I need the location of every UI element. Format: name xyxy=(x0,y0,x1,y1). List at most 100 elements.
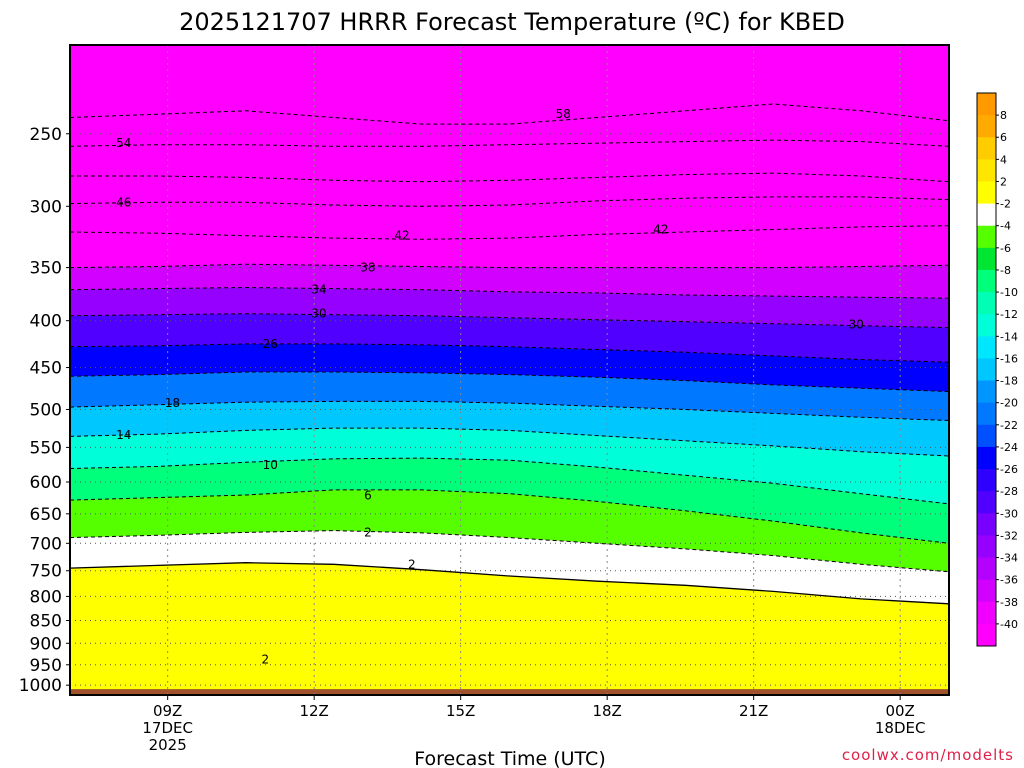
y-tick-label: 900 xyxy=(30,634,62,654)
colorbar-swatch xyxy=(977,203,996,227)
x-tick-label: 12Z xyxy=(299,702,328,720)
colorbar-label: -14 xyxy=(1000,330,1018,343)
colorbar-swatch xyxy=(977,115,996,138)
isotherm-contours: 58 54 46 42 42 38 34 30 30 26 18 14 10 6 2 2 2 xyxy=(70,103,949,667)
contour-label: 14 xyxy=(116,428,131,442)
colorbar-swatch xyxy=(977,336,996,359)
colorbar-label: -4 xyxy=(1000,220,1011,233)
contour-label: 46 xyxy=(116,195,131,209)
x-tick-label: 18Z xyxy=(592,702,621,720)
y-tick-label: 650 xyxy=(30,505,62,525)
colorbar-label: -20 xyxy=(1000,397,1018,410)
colorbar: 8 6 4 2 -2 -4 -6 -8 -10 -12 -14 -16 -18 -20 -22 -24 -26 -… xyxy=(976,92,1018,647)
contour-label: 2 xyxy=(364,525,372,539)
colorbar-swatch xyxy=(977,579,996,603)
colorbar-swatch xyxy=(977,314,996,337)
colorbar-swatch xyxy=(977,513,996,536)
colorbar-label: -8 xyxy=(1000,264,1011,277)
chart-title: 2025121707 HRRR Forecast Temperature (ºC… xyxy=(179,8,845,36)
temp-band-m26 xyxy=(70,313,949,363)
contour-label: 54 xyxy=(116,136,131,150)
colorbar-swatch xyxy=(977,557,996,581)
colorbar-label: -6 xyxy=(1000,242,1011,255)
colorbar-label: -12 xyxy=(1000,308,1018,321)
x-tick-label: 09Z 17DEC 2025 xyxy=(142,702,193,754)
colorbar-label: -32 xyxy=(1000,529,1018,542)
colorbar-swatch xyxy=(977,93,996,116)
colorbar-swatch xyxy=(977,623,996,647)
temp-band-m42 xyxy=(70,196,949,240)
temp-band-m22 xyxy=(70,343,949,392)
temp-band-m30 xyxy=(70,287,949,328)
ground-bar xyxy=(70,689,949,695)
y-tick-label: 800 xyxy=(30,587,62,607)
contour-label: 18 xyxy=(165,396,180,410)
colorbar-swatch xyxy=(977,159,996,182)
colorbar-label: 4 xyxy=(1000,153,1007,166)
contour-label: 6 xyxy=(364,489,372,503)
contour-label: 58 xyxy=(556,107,571,121)
colorbar-label: -28 xyxy=(1000,485,1018,498)
contour-label: 2 xyxy=(408,557,416,571)
y-tick-label: 850 xyxy=(30,612,62,632)
contour-label: 26 xyxy=(263,337,278,351)
contour-label: 34 xyxy=(311,283,326,297)
contour-label: 10 xyxy=(263,458,278,472)
grid-lines xyxy=(70,45,949,695)
colorbar-label: -18 xyxy=(1000,375,1018,388)
colorbar-label: -24 xyxy=(1000,441,1018,454)
x-tick-label: 00Z 18DEC xyxy=(875,702,926,737)
y-tick-label: 600 xyxy=(30,473,62,493)
colorbar-swatch xyxy=(977,380,996,404)
colorbar-label: -36 xyxy=(1000,574,1018,587)
y-tick-label: 250 xyxy=(30,125,62,145)
temp-band-warm-lower xyxy=(70,562,949,695)
y-tick-label: 950 xyxy=(30,656,62,676)
colorbar-swatch xyxy=(977,358,996,382)
colorbar-swatch xyxy=(977,446,996,470)
colorbar-label: 6 xyxy=(1000,131,1007,144)
temp-band-m18 xyxy=(70,372,949,421)
colorbar-swatch xyxy=(977,269,996,293)
temp-band-m46 xyxy=(70,173,949,207)
temp-band-m50 xyxy=(70,140,949,182)
colorbar-swatch xyxy=(977,225,996,249)
colorbar-swatch xyxy=(977,535,996,559)
colorbar-label: -40 xyxy=(1000,618,1018,631)
colorbar-swatch xyxy=(977,137,996,160)
temp-band-m10 xyxy=(70,428,949,504)
colorbar-swatch xyxy=(977,181,996,205)
y-tick-label: 350 xyxy=(30,259,62,279)
temp-band-m34 xyxy=(70,264,949,299)
y-tick-label: 750 xyxy=(30,562,62,582)
colorbar-swatch xyxy=(977,247,996,271)
plot-area xyxy=(70,45,949,695)
temp-band-near-zero xyxy=(70,530,949,604)
colorbar-swatch xyxy=(977,424,996,448)
temp-band-m14 xyxy=(70,401,949,456)
contour-label: 2 xyxy=(262,653,270,667)
y-tick-label: 400 xyxy=(30,312,62,332)
contour-label: 42 xyxy=(394,229,409,243)
plot-frame xyxy=(69,44,950,696)
colorbar-label: -34 xyxy=(1000,552,1018,565)
isotherm-2 xyxy=(70,562,949,605)
colorbar-swatch xyxy=(977,292,996,315)
colorbar-frame xyxy=(976,92,997,647)
x-tick-label: 21Z xyxy=(739,702,768,720)
colorbar-swatch xyxy=(977,491,996,514)
y-tick-label: 500 xyxy=(30,400,62,420)
colorbar-swatch xyxy=(977,601,996,625)
colorbar-swatch xyxy=(977,402,996,426)
colorbar-label: -2 xyxy=(1000,198,1011,211)
y-tick-label: 550 xyxy=(30,438,62,458)
contour-label: 30 xyxy=(311,307,326,321)
colorbar-label: 2 xyxy=(1000,175,1007,188)
y-tick-label: 700 xyxy=(30,534,62,554)
contour-label: 42 xyxy=(653,222,668,236)
x-axis-label: Forecast Time (UTC) xyxy=(414,748,605,768)
temp-band-m38 xyxy=(70,225,949,268)
temp-band-m2 xyxy=(70,489,949,572)
colorbar-label: -26 xyxy=(1000,463,1018,476)
